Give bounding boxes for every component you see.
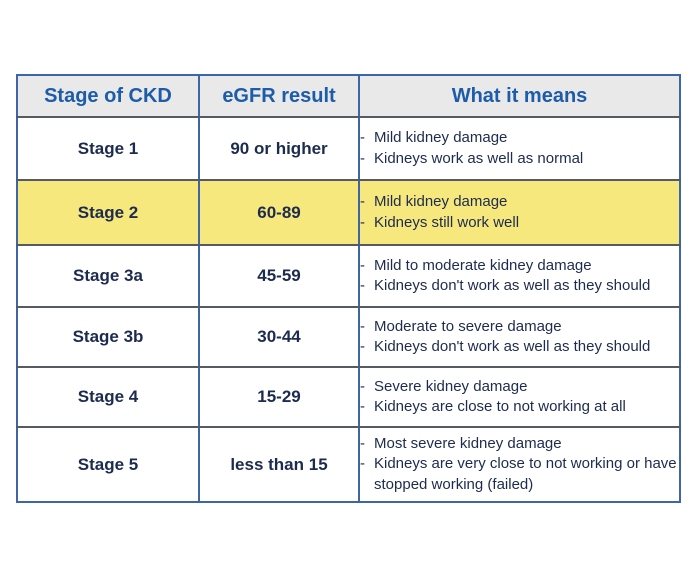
header-egfr-result: eGFR result bbox=[198, 75, 360, 118]
bullet-text: Mild to moderate kidney damage bbox=[374, 256, 592, 274]
bullet-text: Severe kidney damage bbox=[374, 377, 528, 395]
bullet-dash: - bbox=[360, 213, 365, 231]
table-row-stage-4: Stage 4 15-29 - Severe kidney damage - Kid… bbox=[17, 366, 680, 428]
bullet-text: Moderate to severe damage bbox=[374, 317, 562, 335]
bullet-dash: - bbox=[360, 149, 365, 167]
stage-cell: Stage 3b bbox=[17, 306, 200, 368]
meaning-cell: - Mild kidney damage - Kidneys work as wel… bbox=[358, 116, 680, 181]
bullet-line: - Kidneys don't work as well as they shou… bbox=[360, 276, 679, 296]
meaning-cell: - Mild kidney damage - Kidneys still work … bbox=[358, 179, 680, 246]
bullet-line: - Kidneys still work well bbox=[360, 213, 679, 233]
bullet-text: Kidneys still work well bbox=[374, 213, 520, 231]
bullet-line: - Moderate to severe damage bbox=[360, 317, 679, 337]
bullet-dash: - bbox=[360, 338, 365, 355]
meaning-cell: - Moderate to severe damage - Kidneys don'… bbox=[358, 306, 680, 368]
bullet-text: Kidneys work as well as normal bbox=[374, 149, 584, 167]
bullet-text: Kidneys don't work as well as they shoul… bbox=[374, 338, 651, 355]
bullet-text: Mild kidney damage bbox=[374, 193, 508, 211]
bullet-dash: - bbox=[360, 377, 365, 395]
bullet-text: Kidneys are close to not working at all bbox=[374, 398, 626, 415]
egfr-cell: less than 15 bbox=[198, 426, 360, 502]
table-row-stage-1: Stage 1 90 or higher - Mild kidney damage… bbox=[17, 116, 680, 181]
bullet-line: - Mild kidney damage bbox=[360, 192, 679, 212]
table-row-stage-3a: Stage 3a 45-59 - Mild to moderate kidney … bbox=[17, 244, 680, 308]
bullet-dash: - bbox=[360, 129, 365, 147]
egfr-cell: 15-29 bbox=[198, 366, 360, 428]
header-stage-of-ckd: Stage of CKD bbox=[17, 75, 200, 118]
stage-cell: Stage 1 bbox=[17, 116, 200, 181]
table-row-stage-3b: Stage 3b 30-44 - Moderate to severe damag… bbox=[17, 306, 680, 368]
egfr-cell: 60-89 bbox=[198, 179, 360, 246]
bullet-text: Kidneys are very close to not working or… bbox=[374, 455, 677, 493]
bullet-dash: - bbox=[360, 193, 365, 211]
header-what-it-means: What it means bbox=[358, 75, 680, 118]
bullet-line: - Kidneys are close to not working at all bbox=[360, 397, 679, 417]
egfr-cell: 90 or higher bbox=[198, 116, 360, 181]
bullet-line: - Mild kidney damage bbox=[360, 128, 679, 148]
table-row-stage-2: Stage 2 60-89 - Mild kidney damage - Kidne… bbox=[17, 179, 680, 246]
bullet-line: - Most severe kidney damage bbox=[360, 434, 679, 454]
bullet-text: Kidneys don't work as well as they shoul… bbox=[374, 277, 651, 294]
bullet-dash: - bbox=[360, 256, 365, 274]
meaning-cell: - Severe kidney damage - Kidneys are close… bbox=[358, 366, 680, 428]
bullet-line: - Mild to moderate kidney damage bbox=[360, 256, 679, 276]
bullet-dash: - bbox=[360, 277, 365, 294]
meaning-cell: - Most severe kidney damage - Kidneys are … bbox=[358, 426, 680, 502]
bullet-line: - Severe kidney damage bbox=[360, 377, 679, 397]
ckd-stages-table: Stage of CKD eGFR result What it means S… bbox=[16, 74, 681, 503]
stage-cell: Stage 2 bbox=[17, 179, 200, 246]
header-row: Stage of CKD eGFR result What it means bbox=[17, 75, 680, 118]
egfr-cell: 30-44 bbox=[198, 306, 360, 368]
egfr-cell: 45-59 bbox=[198, 244, 360, 308]
bullet-text: Most severe kidney damage bbox=[374, 435, 562, 453]
table-row-stage-5: Stage 5 less than 15 - Most severe kidney… bbox=[17, 426, 680, 502]
bullet-text: Mild kidney damage bbox=[374, 129, 508, 147]
meaning-cell: - Mild to moderate kidney damage - Kidneys… bbox=[358, 244, 680, 308]
bullet-dash: - bbox=[360, 455, 365, 473]
bullet-dash: - bbox=[360, 435, 365, 453]
stage-cell: Stage 3a bbox=[17, 244, 200, 308]
bullet-dash: - bbox=[360, 398, 365, 415]
stage-cell: Stage 5 bbox=[17, 426, 200, 502]
bullet-line: - Kidneys don't work as well as they shou… bbox=[360, 337, 679, 357]
stage-cell: Stage 4 bbox=[17, 366, 200, 428]
bullet-line: - Kidneys are very close to not working o… bbox=[360, 454, 679, 495]
bullet-line: - Kidneys work as well as normal bbox=[360, 149, 679, 169]
bullet-dash: - bbox=[360, 317, 365, 335]
